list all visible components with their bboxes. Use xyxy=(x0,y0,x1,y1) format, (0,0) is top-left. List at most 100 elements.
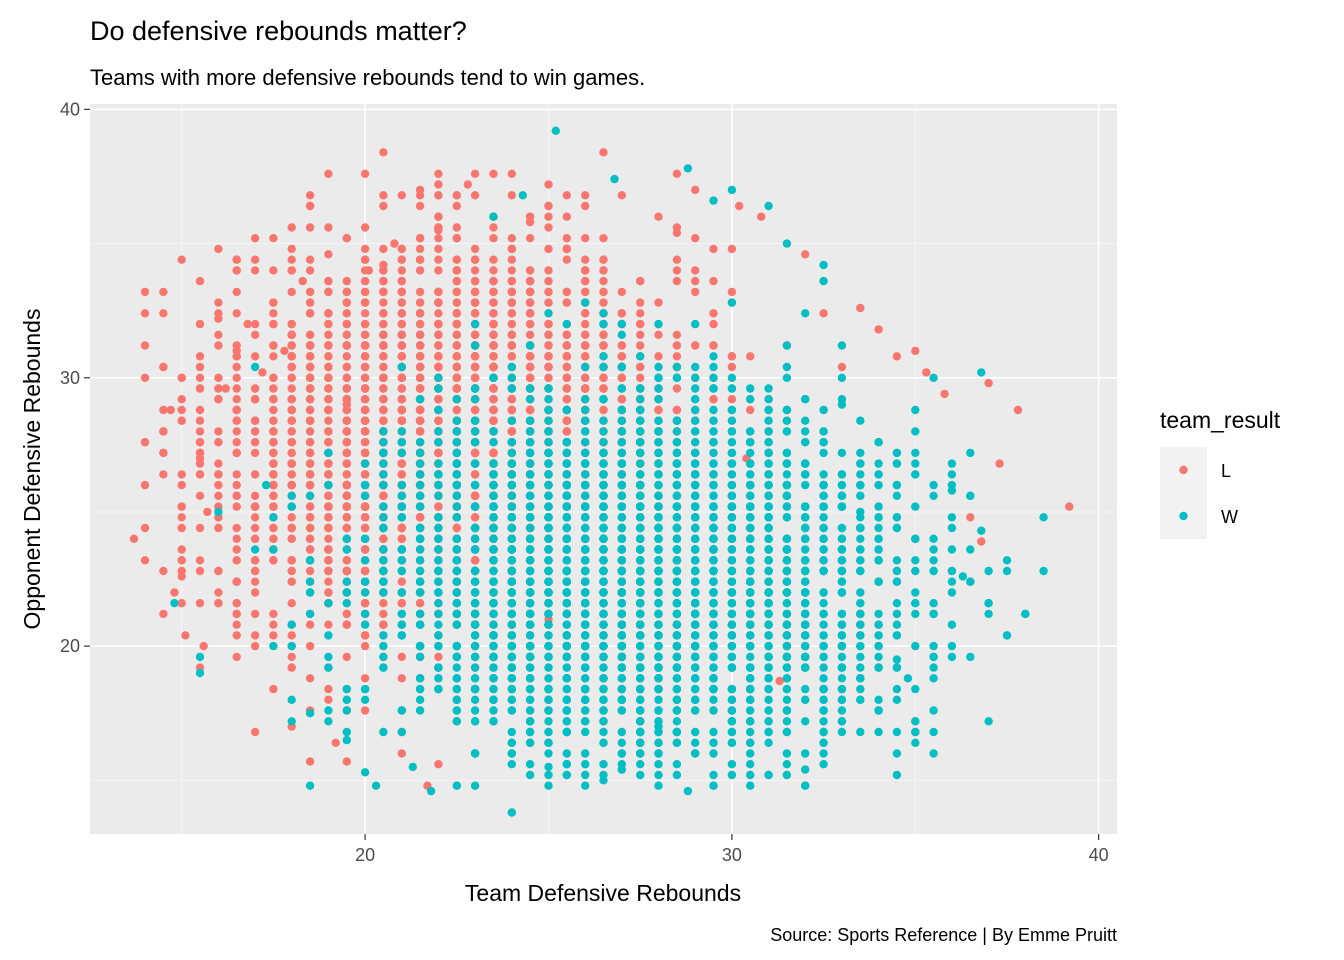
data-point-l xyxy=(470,276,480,286)
data-point-l xyxy=(379,341,388,350)
data-point-l xyxy=(250,577,260,586)
data-point-l xyxy=(525,298,535,307)
data-point-l xyxy=(342,556,351,565)
data-point-w xyxy=(654,770,663,780)
data-point-l xyxy=(489,234,498,243)
data-point-l xyxy=(305,384,315,393)
data-point-w xyxy=(709,695,718,704)
data-point-l xyxy=(562,298,571,307)
data-point-l xyxy=(159,287,168,297)
data-point-w xyxy=(856,480,865,490)
data-point-l xyxy=(562,395,571,404)
data-point-l xyxy=(452,223,461,232)
data-point-l xyxy=(232,405,241,415)
data-point-l xyxy=(672,169,682,178)
data-point-l xyxy=(415,244,425,254)
data-point-l xyxy=(305,287,315,297)
data-point-l xyxy=(452,298,461,307)
data-point-l xyxy=(489,169,498,178)
data-point-l xyxy=(342,470,351,479)
data-point-l xyxy=(415,362,425,372)
data-point-l xyxy=(434,448,443,458)
data-point-l xyxy=(415,319,425,329)
data-point-l xyxy=(452,309,461,318)
data-point-l xyxy=(452,352,461,361)
data-point-w xyxy=(250,362,260,372)
data-point-w xyxy=(324,706,333,715)
data-point-l xyxy=(360,416,370,425)
data-point-l xyxy=(269,234,278,243)
data-point-l xyxy=(342,459,351,468)
data-point-l xyxy=(232,652,241,662)
data-point-l xyxy=(305,298,315,307)
data-point-l xyxy=(544,180,553,189)
data-point-l xyxy=(452,201,461,211)
data-point-l xyxy=(562,341,571,350)
data-point-l xyxy=(250,513,260,522)
data-point-w xyxy=(269,641,278,651)
data-point-l xyxy=(232,620,241,629)
data-point-l xyxy=(727,362,737,372)
data-point-w xyxy=(544,309,553,318)
data-point-l xyxy=(525,405,535,415)
data-point-w xyxy=(709,781,718,790)
data-point-l xyxy=(672,255,682,264)
data-point-l xyxy=(324,566,333,576)
data-point-l xyxy=(581,309,590,318)
data-point-l xyxy=(269,352,278,361)
data-point-l xyxy=(232,287,241,297)
data-point-l xyxy=(342,373,351,382)
data-point-l xyxy=(342,400,351,409)
data-point-l xyxy=(397,577,406,586)
data-point-l xyxy=(232,266,241,275)
data-point-l xyxy=(250,502,260,511)
data-point-w xyxy=(837,652,847,662)
data-point-l xyxy=(269,684,278,694)
data-point-l xyxy=(140,523,150,533)
data-point-l xyxy=(397,309,406,318)
data-point-l xyxy=(415,599,425,608)
data-point-l xyxy=(232,346,241,356)
data-point-w xyxy=(746,749,755,758)
data-point-l xyxy=(709,244,718,254)
data-point-l xyxy=(544,212,553,221)
data-point-l xyxy=(324,362,333,372)
data-point-l xyxy=(364,266,373,275)
data-point-l xyxy=(250,566,260,576)
data-point-l xyxy=(360,169,370,178)
data-point-l xyxy=(342,502,351,511)
data-point-l xyxy=(195,491,205,500)
data-point-l xyxy=(324,684,333,694)
data-point-l xyxy=(470,373,480,382)
data-point-w xyxy=(654,319,663,329)
data-point-w xyxy=(929,480,938,490)
data-point-l xyxy=(544,330,553,339)
data-point-l xyxy=(159,470,168,479)
data-point-l xyxy=(177,545,186,554)
data-point-l xyxy=(636,362,645,372)
data-point-l xyxy=(1065,502,1074,511)
data-point-w xyxy=(342,545,351,554)
data-point-l xyxy=(287,470,296,479)
data-point-l xyxy=(269,319,278,329)
data-point-l xyxy=(342,341,351,350)
data-point-l xyxy=(342,287,351,297)
data-point-l xyxy=(379,609,388,619)
data-point-l xyxy=(507,244,516,254)
data-point-w xyxy=(911,738,920,747)
data-point-l xyxy=(397,352,406,361)
data-point-l xyxy=(342,416,351,425)
data-point-l xyxy=(397,470,406,479)
data-point-w xyxy=(415,545,425,554)
data-point-l xyxy=(324,223,333,232)
data-point-l xyxy=(232,545,241,554)
data-point-l xyxy=(507,234,516,243)
data-point-l xyxy=(470,556,480,565)
data-point-l xyxy=(305,255,315,264)
data-point-l xyxy=(166,405,175,415)
data-point-l xyxy=(324,470,333,479)
data-point-l xyxy=(709,319,718,329)
data-point-l xyxy=(775,676,784,686)
data-point-l xyxy=(617,341,626,350)
data-point-l xyxy=(250,588,260,597)
